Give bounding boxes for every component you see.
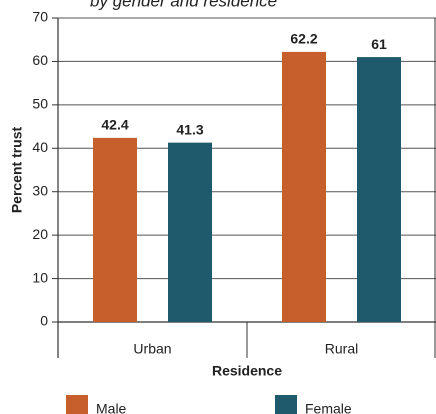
y-tick-label: 30 <box>32 182 48 198</box>
y-tick-label: 10 <box>32 269 48 285</box>
y-axis-label: Percent trust <box>9 126 25 213</box>
y-tick-label: 70 <box>32 9 48 25</box>
x-axis-label: Residence <box>212 363 282 379</box>
bar <box>168 142 212 322</box>
y-tick-label: 0 <box>40 313 48 329</box>
y-tick-label: 50 <box>32 96 48 112</box>
value-label: 41.3 <box>176 121 203 137</box>
legend-swatch <box>275 395 297 414</box>
bar <box>93 137 137 322</box>
x-tick-label: Rural <box>325 341 358 357</box>
y-tick-label: 20 <box>32 226 48 242</box>
y-tick-label: 40 <box>32 139 48 155</box>
legend-swatch <box>66 395 88 414</box>
chart-title: by gender and residence <box>90 0 277 10</box>
legend-label: Female <box>305 401 352 414</box>
legend-label: Male <box>96 401 127 414</box>
x-tick-label: Urban <box>133 341 171 357</box>
value-label: 42.4 <box>101 117 128 133</box>
bar <box>357 57 401 322</box>
y-tick-label: 60 <box>32 52 48 68</box>
value-label: 62.2 <box>290 31 317 47</box>
value-label: 61 <box>371 36 387 52</box>
bar <box>282 51 326 322</box>
